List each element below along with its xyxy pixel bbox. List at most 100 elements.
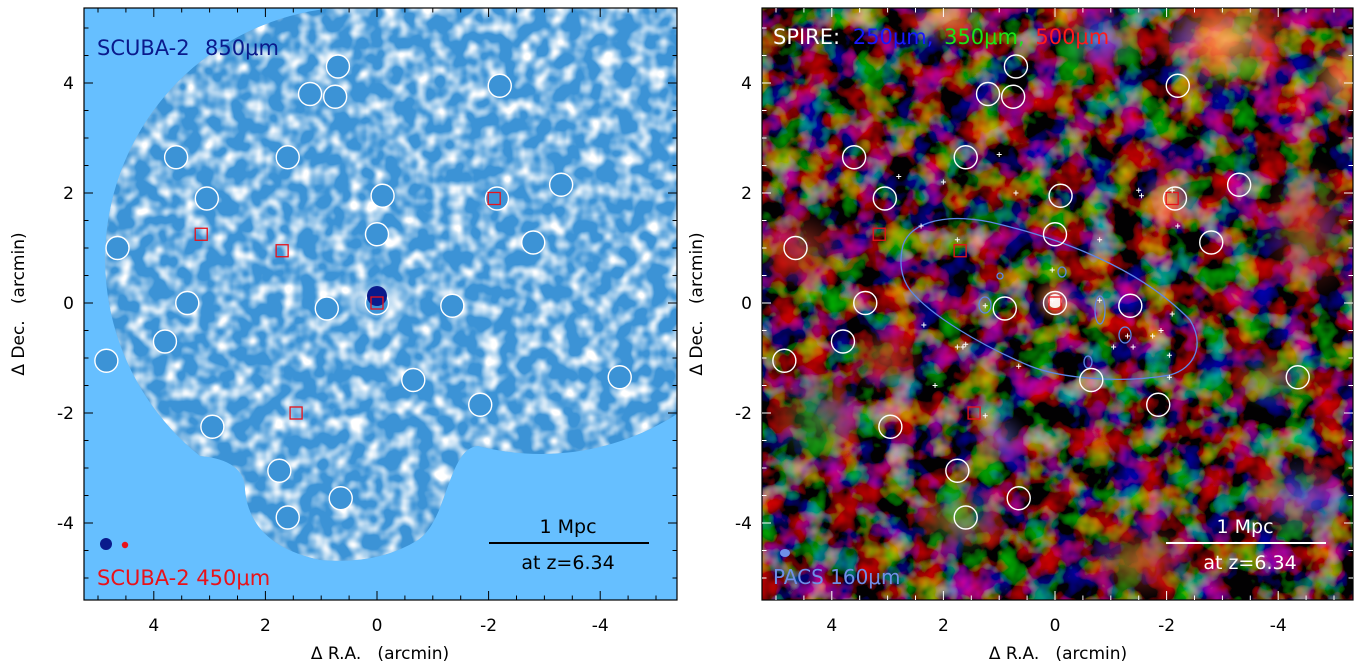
marker-450um-square bbox=[275, 244, 289, 258]
source-circle bbox=[953, 505, 978, 530]
y-tick-label: 0 bbox=[741, 294, 752, 314]
source-circle bbox=[992, 296, 1017, 321]
x-tick-label: 2 bbox=[938, 616, 949, 636]
x-tick-label: 4 bbox=[826, 616, 837, 636]
pacs-cross bbox=[1016, 363, 1022, 369]
pacs-cross bbox=[1049, 297, 1055, 303]
source-circle bbox=[953, 145, 978, 170]
y-tick-label: -2 bbox=[735, 404, 752, 424]
source-circle bbox=[521, 230, 546, 255]
pacs-source-crosses bbox=[896, 152, 1181, 419]
y-tick-label: -2 bbox=[57, 404, 74, 424]
pacs-cross bbox=[1125, 333, 1131, 339]
y-tick-label: 2 bbox=[63, 184, 74, 204]
pacs-cross bbox=[1097, 297, 1103, 303]
pacs-cross bbox=[1158, 328, 1164, 333]
source-circle bbox=[364, 222, 390, 247]
source-circle bbox=[314, 296, 339, 321]
y-tick-label: 4 bbox=[741, 74, 752, 94]
right-center-source bbox=[1048, 294, 1062, 308]
source-circle bbox=[1048, 183, 1073, 208]
right-title-prefix: SPIRE: bbox=[773, 25, 840, 49]
right-title: SPIRE: 250μm, 350μm, 500μm bbox=[773, 25, 1109, 49]
source-circle bbox=[370, 183, 395, 208]
pacs-cross bbox=[1175, 223, 1181, 229]
left-bottom-label: SCUBA-2 450μm bbox=[97, 566, 270, 590]
source-circle bbox=[945, 458, 970, 483]
pacs-cross bbox=[1013, 190, 1019, 196]
source-circle bbox=[1042, 290, 1068, 316]
source-circle bbox=[1165, 73, 1190, 98]
source-circle bbox=[401, 367, 426, 393]
center-source-dot bbox=[367, 286, 387, 306]
x-tick-label: 0 bbox=[372, 616, 383, 636]
right-source-circles bbox=[772, 54, 1310, 530]
pacs-cross bbox=[1138, 193, 1144, 199]
y-tick-label: 0 bbox=[63, 294, 74, 314]
source-circle bbox=[275, 505, 300, 530]
pacs-cross bbox=[1136, 187, 1142, 193]
pacs-cross bbox=[940, 179, 946, 185]
pacs-cross bbox=[960, 344, 966, 350]
marker-450um-square bbox=[967, 406, 981, 420]
pacs-cross bbox=[996, 152, 1002, 157]
marker-450um-square bbox=[872, 227, 886, 241]
source-circle bbox=[325, 54, 351, 79]
source-circle bbox=[1199, 230, 1224, 255]
source-circle bbox=[275, 145, 300, 170]
left-x-axis-label: Δ R.A. (arcmin) bbox=[311, 644, 449, 664]
right-spire-image bbox=[762, 8, 1353, 600]
right-y-axis-label: Δ Dec. (arcmin) bbox=[687, 232, 707, 375]
marker-450um-square bbox=[194, 227, 208, 241]
right-axis-ticks: 4 2 0 -2 -4 4 2 0 -2 -4 bbox=[735, 8, 1353, 636]
source-circle bbox=[975, 81, 1001, 107]
x-tick-label: -4 bbox=[592, 616, 609, 636]
source-circle bbox=[163, 145, 189, 170]
source-circle bbox=[440, 293, 465, 318]
source-circle bbox=[1146, 392, 1171, 417]
pacs-cross bbox=[1166, 352, 1172, 358]
left-title-instrument: SCUBA-2 bbox=[97, 36, 190, 60]
left-scale-bar-top: 1 Mpc bbox=[539, 516, 596, 538]
right-title-band-blue: 250μm, bbox=[853, 25, 934, 49]
right-scale-bar-bottom: at z=6.34 bbox=[1203, 552, 1296, 574]
pacs-cross bbox=[896, 174, 902, 179]
source-circle bbox=[783, 235, 808, 261]
pacs-cross bbox=[1166, 374, 1172, 380]
source-circle bbox=[322, 84, 348, 109]
source-circle bbox=[200, 414, 225, 439]
source-circle bbox=[1079, 367, 1104, 393]
marker-450um-square bbox=[953, 244, 967, 258]
right-panel: 4 2 0 -2 -4 4 2 0 -2 -4 SPIRE: 250μm, 350μm, 500μ… bbox=[687, 7, 1354, 664]
source-circle bbox=[1003, 54, 1029, 79]
x-tick-label: -2 bbox=[480, 616, 497, 636]
source-circle bbox=[297, 81, 323, 107]
source-circle bbox=[878, 414, 903, 439]
source-circle bbox=[853, 290, 878, 316]
pacs-cross bbox=[1111, 344, 1117, 350]
source-circle bbox=[548, 172, 574, 197]
source-circle bbox=[841, 145, 867, 170]
beam-850-icon bbox=[100, 538, 112, 550]
source-circle bbox=[1000, 84, 1026, 109]
source-circle bbox=[1118, 293, 1143, 318]
pacs-cross bbox=[954, 237, 960, 243]
source-circle bbox=[1226, 172, 1252, 197]
left-panel: 4 2 0 -2 -4 4 2 0 -2 -4 SCUBA-2 850μm SCUBA-2 450… bbox=[9, 7, 678, 664]
pacs-cross bbox=[932, 383, 938, 388]
pacs-cross bbox=[963, 341, 969, 347]
right-x-axis-label: Δ R.A. (arcmin) bbox=[989, 644, 1127, 664]
pacs-cross bbox=[1169, 311, 1175, 317]
right-scale-bar-top: 1 Mpc bbox=[1216, 516, 1273, 538]
source-circle bbox=[607, 365, 632, 390]
beam-450-icon bbox=[121, 541, 129, 549]
y-tick-label: 2 bbox=[741, 184, 752, 204]
marker-450um-square bbox=[370, 296, 384, 310]
right-bottom-label: PACS 160μm bbox=[773, 565, 901, 589]
right-title-band-red: 500μm bbox=[1035, 25, 1109, 49]
source-circle bbox=[468, 392, 493, 417]
source-circle bbox=[1006, 486, 1031, 511]
left-450um-markers bbox=[194, 191, 501, 420]
left-title-band: 850μm bbox=[205, 36, 279, 60]
